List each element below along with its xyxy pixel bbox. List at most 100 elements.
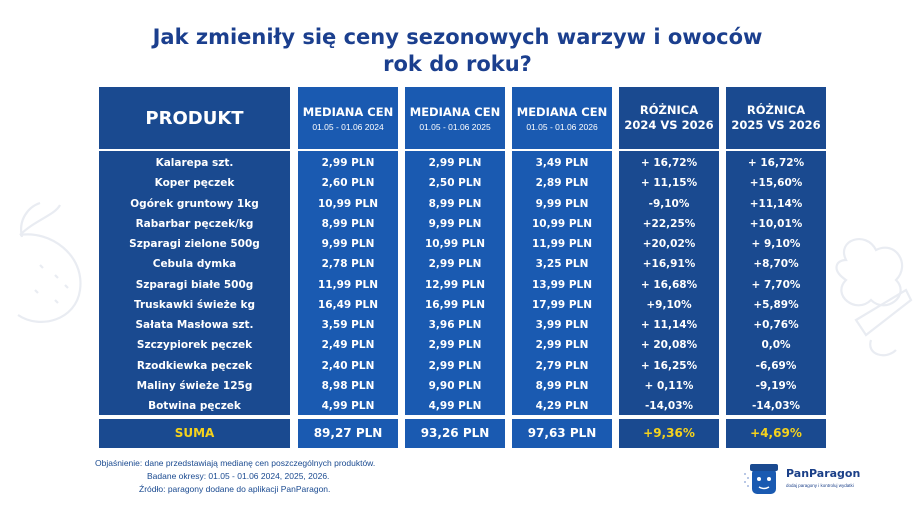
logo-tagline: dodaj paragony i kontroluj wydatki: [786, 483, 854, 488]
panparagon-logo-icon: [744, 464, 778, 494]
diff-2025-cell: + 9,10%: [751, 238, 801, 250]
total-2026: 97,63 PLN: [512, 419, 612, 448]
price-2026-cell: 3,99 PLN: [535, 319, 589, 331]
price-2025-cell: 9,99 PLN: [428, 217, 482, 230]
product-header: PRODUKT: [99, 87, 290, 149]
product-header-label: PRODUKT: [145, 107, 244, 129]
diff-2025-cell: +8,70%: [753, 258, 799, 271]
median-2025-label: MEDIANA CEN: [409, 104, 501, 119]
product-cell: Szparagi zielone 500g: [129, 238, 260, 250]
total-label: SUMA: [99, 419, 290, 448]
product-cell: Sałata Masłowa szt.: [135, 319, 254, 331]
price-2026-cell: 13,99 PLN: [531, 278, 593, 291]
price-2025-cell: 2,99 PLN: [428, 339, 482, 352]
price-2025-cell: 2,50 PLN: [428, 177, 482, 190]
price-2025-cell: 8,99 PLN: [428, 197, 482, 210]
price-2026-cell: 3,25 PLN: [535, 258, 589, 271]
diff-2025-years: 2025 VS 2026: [731, 118, 821, 132]
median-2026-period: 01.05 - 01.06 2026: [526, 121, 598, 132]
diff-2025-cell: +11,14%: [749, 197, 803, 210]
price-2025-cell: 3,96 PLN: [428, 319, 482, 331]
diff-2025-label: RÓŻNICA: [746, 103, 806, 117]
product-cell: Cebula dymka: [152, 258, 237, 271]
price-2026-cell: 11,99 PLN: [531, 238, 593, 250]
diff-2025-cell: -9,19%: [755, 379, 797, 392]
diff-2025-cell: + 16,72%: [747, 157, 805, 169]
price-2024-cell: 9,99 PLN: [321, 238, 375, 250]
price-2025-cell: 9,90 PLN: [428, 379, 482, 392]
diff-2025-cell: +10,01%: [749, 217, 803, 230]
diff-2025-cell: + 7,70%: [751, 278, 801, 291]
diff-2024-years: 2024 VS 2026: [624, 118, 714, 132]
price-2024-cell: 8,99 PLN: [321, 217, 375, 230]
diff-2025-cell: -6,69%: [755, 359, 797, 372]
diff-2025-cell: +5,89%: [753, 298, 799, 311]
price-2024-cell: 2,99 PLN: [321, 157, 375, 169]
price-2026-cell: 3,49 PLN: [535, 157, 589, 169]
price-2026-cell: 9,99 PLN: [535, 197, 589, 210]
price-2024-cell: 2,49 PLN: [321, 339, 375, 352]
product-cell: Szparagi białe 500g: [135, 278, 254, 291]
median-2025-cells: 2,99 PLN 2,50 PLN 8,99 PLN 9,99 PLN 10,99 PL…: [405, 153, 505, 416]
price-2026-cell: 2,99 PLN: [535, 339, 589, 352]
price-2025-cell: 2,99 PLN: [428, 157, 482, 169]
price-2024-cell: 16,49 PLN: [317, 298, 379, 311]
median-2026-header: MEDIANA CEN 01.05 - 01.06 2026: [512, 87, 612, 149]
product-cell: Szczypiorek pęczek: [136, 339, 253, 352]
diff-2024-cells: + 16,72% + 11,15% -9,10% +22,25% +20,02% +16,…: [619, 153, 719, 416]
median-2025-period: 01.05 - 01.06 2025: [419, 121, 491, 132]
diff-2024-cell: + 16,25%: [640, 359, 698, 372]
footnote-periods: Badane okresy: 01.05 - 01.06 2024, 2025,…: [147, 471, 330, 481]
footnotes: Objaśnienie: dane przedstawiają medianę …: [95, 457, 375, 496]
diff-2024-label: RÓŻNICA: [639, 103, 699, 117]
diff-2024-header: RÓŻNICA 2024 VS 2026: [619, 87, 719, 149]
median-2024-column: MEDIANA CEN 01.05 - 01.06 2024 2,99 PLN 2…: [298, 87, 398, 415]
title-line-1: Jak zmieniły się ceny sezonowych warzyw …: [152, 25, 763, 49]
product-column: PRODUKT Kalarepa szt. Koper pęczek Ogórek …: [99, 87, 290, 415]
median-2026-cells: 3,49 PLN 2,89 PLN 9,99 PLN 10,99 PLN 11,99 P…: [512, 153, 612, 416]
diff-2025-header: RÓŻNICA 2025 VS 2026: [726, 87, 826, 149]
product-cell: Botwina pęczek: [148, 400, 241, 412]
median-2025-column: MEDIANA CEN 01.05 - 01.06 2025 2,99 PLN 2…: [405, 87, 505, 415]
product-cell: Koper pęczek: [154, 177, 235, 190]
median-2026-column: MEDIANA CEN 01.05 - 01.06 2026 3,49 PLN 2…: [512, 87, 612, 415]
diff-2024-cell: -9,10%: [648, 197, 690, 210]
diff-2025-cell: +15,60%: [749, 177, 803, 190]
logo-name: PanParagon: [786, 467, 861, 480]
price-2024-cell: 10,99 PLN: [317, 197, 379, 210]
diff-2024-cell: + 0,11%: [644, 379, 694, 392]
total-2025: 93,26 PLN: [405, 419, 505, 448]
price-2025-cell: 2,99 PLN: [428, 359, 482, 372]
diff-2024-cell: +16,91%: [642, 258, 696, 271]
product-cell: Kalarepa szt.: [155, 157, 234, 169]
title-line-2: rok do roku?: [383, 52, 532, 76]
diff-2024-cell: + 16,72%: [640, 157, 698, 169]
product-cells: Kalarepa szt. Koper pęczek Ogórek gruntowy…: [99, 153, 290, 416]
product-cell: Rzodkiewka pęczek: [136, 359, 253, 372]
price-2025-cell: 10,99 PLN: [424, 238, 486, 250]
price-2024-cell: 2,60 PLN: [321, 177, 375, 190]
price-2024-cell: 2,40 PLN: [321, 359, 375, 372]
median-2024-label: MEDIANA CEN: [302, 104, 394, 119]
price-2026-cell: 8,99 PLN: [535, 379, 589, 392]
diff-2024-cell: + 11,14%: [640, 319, 698, 331]
product-cell: Truskawki świeże kg: [134, 298, 255, 311]
diff-2025-cell: -14,03%: [751, 400, 801, 412]
diff-2025-cell: 0,0%: [761, 339, 791, 352]
price-2024-cell: 11,99 PLN: [317, 278, 379, 291]
price-2026-cell: 17,99 PLN: [531, 298, 593, 311]
price-2025-cell: 2,99 PLN: [428, 258, 482, 271]
price-2025-cell: 12,99 PLN: [424, 278, 486, 291]
footnote-source: Źródło: paragony dodane do aplikacji Pan…: [139, 484, 331, 494]
panparagon-logo: PanParagon dodaj paragony i kontroluj wy…: [744, 459, 864, 499]
median-2025-header: MEDIANA CEN 01.05 - 01.06 2025: [405, 87, 505, 149]
diff-2024-cell: +20,02%: [642, 238, 696, 250]
median-2024-cells: 2,99 PLN 2,60 PLN 10,99 PLN 8,99 PLN 9,99 PL…: [298, 153, 398, 416]
vegetables-icon: [835, 238, 913, 357]
price-2024-cell: 4,99 PLN: [321, 400, 375, 412]
diff-2024-cell: +9,10%: [646, 298, 692, 311]
strawberry-icon: [17, 201, 82, 323]
price-2024-cell: 8,98 PLN: [321, 379, 375, 392]
price-2026-cell: 2,89 PLN: [535, 177, 589, 190]
price-2025-cell: 16,99 PLN: [424, 298, 486, 311]
